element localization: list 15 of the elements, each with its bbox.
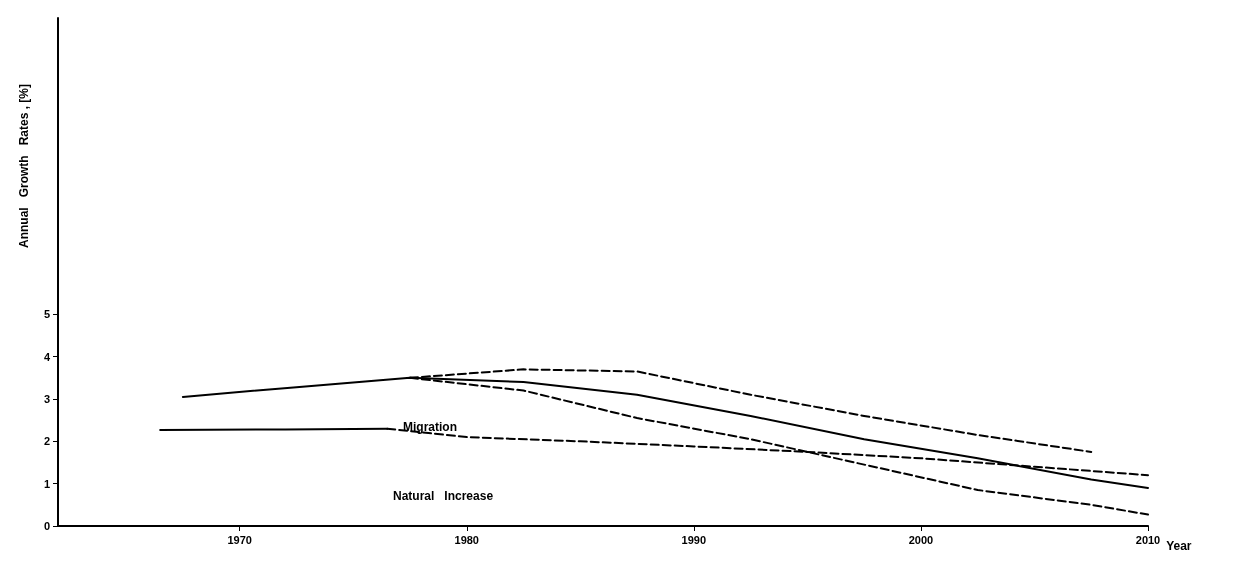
- y-tick-label: 0: [43, 520, 50, 532]
- x-axis-title: Year: [1166, 539, 1192, 553]
- y-tick-label: 3: [43, 393, 50, 405]
- x-tick-label: 2000: [908, 533, 934, 546]
- x-tick-label: 1980: [454, 533, 479, 546]
- x-tick-label: 1990: [681, 533, 707, 546]
- annotation: Natural Increase: [393, 489, 494, 503]
- x-tick-label: 1970: [227, 533, 252, 546]
- x-tick-label: 2010: [1135, 533, 1161, 546]
- y-tick-label: 2: [43, 435, 50, 448]
- y-tick-label: 1: [43, 477, 50, 490]
- y-axis-title: Annual Growth Rates , [%]: [17, 83, 31, 248]
- y-tick-label: 4: [43, 350, 51, 363]
- y-tick-label: 5: [43, 308, 50, 321]
- annotation: Migration: [403, 420, 457, 434]
